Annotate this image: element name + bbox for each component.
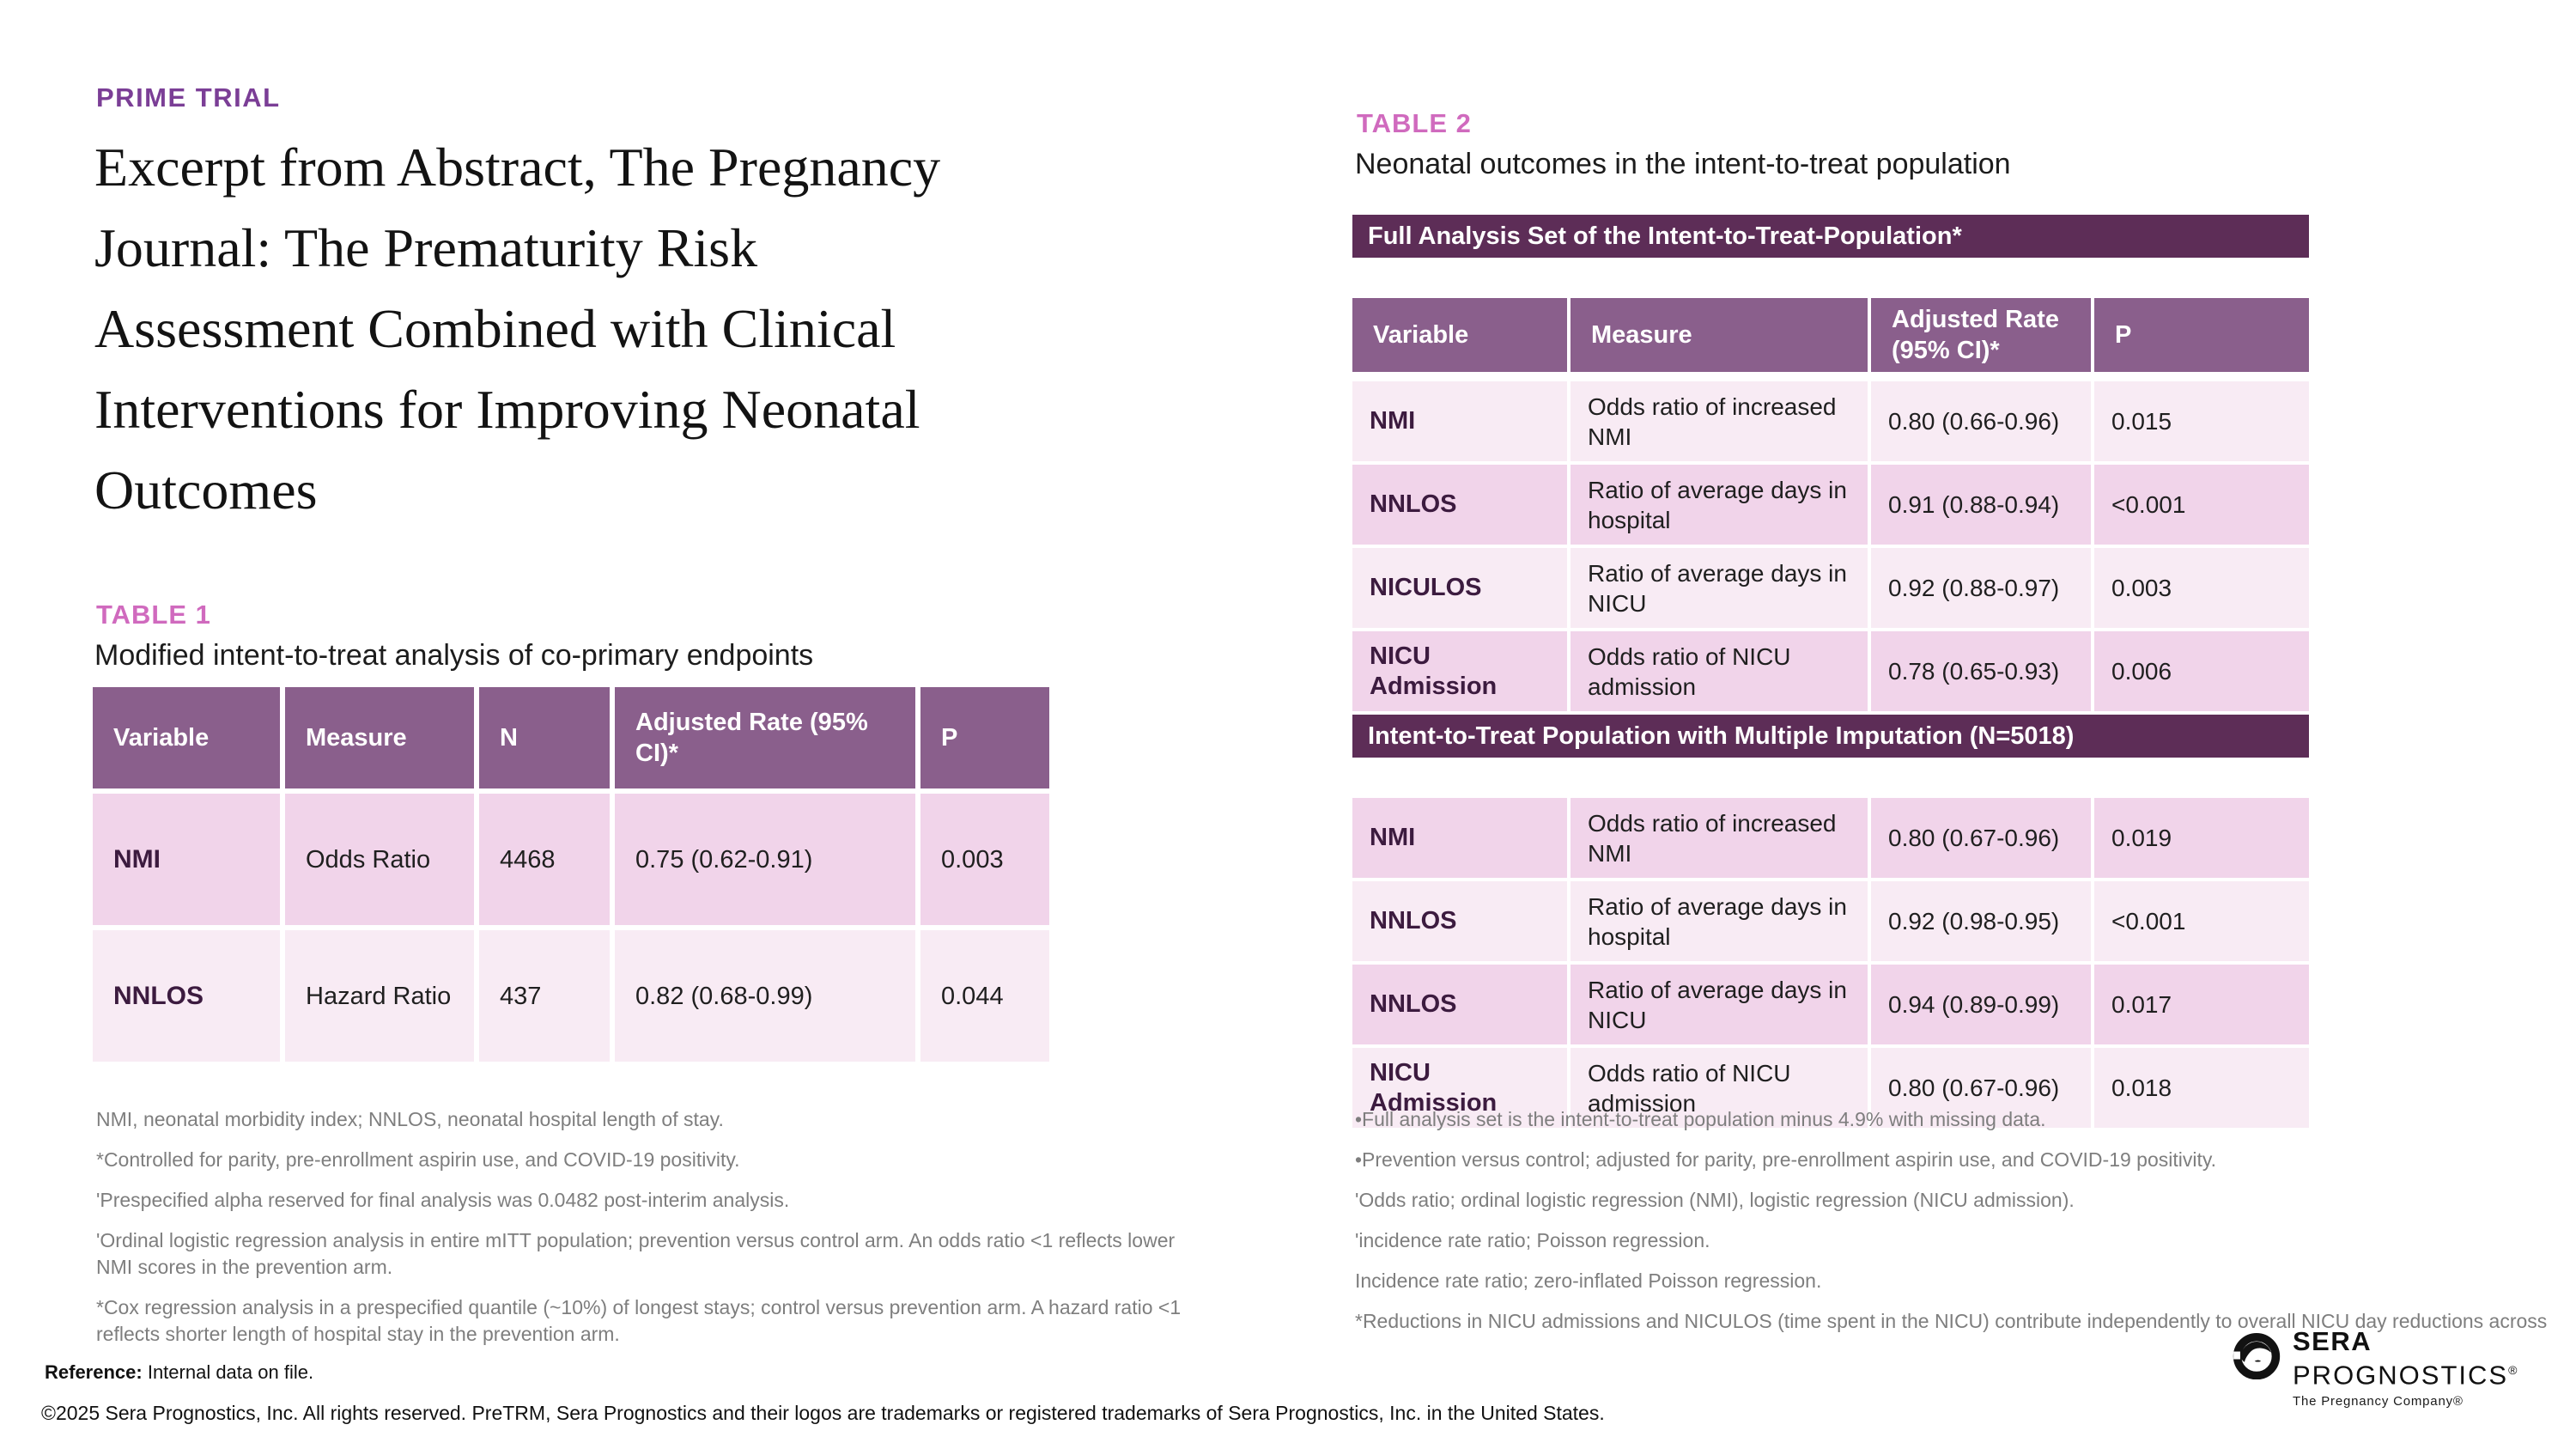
table1-column-header: P	[920, 687, 1049, 788]
table2-cell-rate: 0.92 (0.88-0.97)	[1871, 548, 2091, 628]
table2-cell-variable: NICU Admission	[1352, 1048, 1567, 1128]
table1-cell-rate: 0.75 (0.62-0.91)	[615, 794, 915, 925]
registered-mark: ®	[2508, 1363, 2519, 1377]
table2-cell-rate: 0.91 (0.88-0.94)	[1871, 465, 2091, 545]
table1-cell-measure: Odds Ratio	[285, 794, 474, 925]
table1: Variable Measure N Adjusted Rate (95% CI)* P…	[93, 687, 1049, 1062]
footnote: *Controlled for parity, pre-enrollment a…	[96, 1148, 740, 1171]
table1-cell-p: 0.044	[920, 930, 1049, 1062]
table1-cell-variable: NMI	[93, 794, 280, 925]
table1-column-header: Adjusted Rate (95% CI)*	[615, 687, 915, 788]
copyright-line: ©2025 Sera Prognostics, Inc. All rights …	[41, 1402, 1605, 1424]
reference-line: Reference: Internal data on file.	[45, 1361, 313, 1384]
footnote: 'Prespecified alpha reserved for final a…	[96, 1189, 790, 1211]
logo-text: SERA PROGNOSTICS® The Pregnancy Company®	[2293, 1328, 2518, 1409]
table1-label: TABLE 1	[96, 600, 211, 630]
footnote: *Reductions in NICU admissions and NICUL…	[1355, 1310, 2548, 1332]
table1-subtitle: Modified intent-to-treat analysis of co-…	[94, 639, 814, 672]
table2-cell-measure: Ratio of average days in hospital	[1571, 465, 1868, 545]
page-title-line: Outcomes	[94, 460, 318, 521]
footnote: •Full analysis set is the intent-to-trea…	[1355, 1108, 2046, 1130]
table1-cell-p: 0.003	[920, 794, 1049, 925]
table2-cell-p: 0.018	[2094, 1048, 2309, 1128]
footnote: •Prevention versus control; adjusted for…	[1355, 1148, 2217, 1171]
footnote: 'Odds ratio; ordinal logistic regression…	[1355, 1189, 2075, 1211]
table2-cell-variable: NMI	[1352, 381, 1567, 461]
page-title-line: Interventions for Improving Neonatal	[94, 379, 920, 440]
table2-cell-rate: 0.92 (0.98-0.95)	[1871, 881, 2091, 961]
table1-cell-measure: Hazard Ratio	[285, 930, 474, 1062]
footnote: 'Ordinal logistic regression analysis in…	[96, 1229, 1176, 1278]
footnote: 'incidence rate ratio; Poisson regressio…	[1355, 1229, 1710, 1251]
page-title-line: Excerpt from Abstract, The Pregnancy	[94, 137, 941, 198]
table2-cell-measure: Odds ratio of NICU admission	[1571, 631, 1868, 711]
table2-cell-rate: 0.80 (0.67-0.96)	[1871, 1048, 2091, 1128]
table2-cell-p: 0.006	[2094, 631, 2309, 711]
reference-text: Internal data on file.	[142, 1361, 314, 1383]
table2-cell-p: 0.003	[2094, 548, 2309, 628]
table1-footnotes: NMI, neonatal morbidity index; NNLOS, ne…	[96, 1106, 1204, 1361]
logo-tagline: The Pregnancy Company®	[2293, 1394, 2464, 1409]
table2-cell-p: <0.001	[2094, 465, 2309, 545]
table2-cell-variable: NMI	[1352, 798, 1567, 878]
table2-cell-measure: Ratio of average days in NICU	[1571, 965, 1868, 1044]
table2-cell-rate: 0.80 (0.67-0.96)	[1871, 798, 2091, 878]
table1-cell-n: 437	[479, 930, 610, 1062]
table2-cell-p: 0.015	[2094, 381, 2309, 461]
table2-cell-measure: Ratio of average days in hospital	[1571, 881, 1868, 961]
table1-cell-rate: 0.82 (0.68-0.99)	[615, 930, 915, 1062]
table1-cell-n: 4468	[479, 794, 610, 925]
table1-column-header: Variable	[93, 687, 280, 788]
logo-name-top: SERA	[2293, 1326, 2372, 1356]
table2-cell-variable: NICULOS	[1352, 548, 1567, 628]
sera-logo-icon	[2233, 1332, 2281, 1379]
table2-cell-measure: Odds ratio of increased NMI	[1571, 798, 1868, 878]
table2-section-band: Full Analysis Set of the Intent-to-Treat…	[1352, 215, 2309, 258]
logo-name-bottom: PROGNOSTICS®	[2293, 1360, 2519, 1391]
table2-cell-rate: 0.94 (0.89-0.99)	[1871, 965, 2091, 1044]
footnote: NMI, neonatal morbidity index; NNLOS, ne…	[96, 1108, 724, 1130]
page-title-line: Journal: The Prematurity Risk	[94, 217, 758, 278]
table2-column-header: Variable	[1352, 298, 1567, 372]
table2-cell-measure: Odds ratio of increased NMI	[1571, 381, 1868, 461]
table2-cell-measure: Ratio of average days in NICU	[1571, 548, 1868, 628]
footnote: Incidence rate ratio; zero-inflated Pois…	[1355, 1269, 1822, 1292]
company-logo: SERA PROGNOSTICS® The Pregnancy Company®	[2233, 1328, 2518, 1409]
table2-cell-p: 0.017	[2094, 965, 2309, 1044]
table1-column-header: N	[479, 687, 610, 788]
table2-cell-variable: NNLOS	[1352, 965, 1567, 1044]
table2-subtitle: Neonatal outcomes in the intent-to-treat…	[1355, 148, 2011, 180]
table2-cell-rate: 0.78 (0.65-0.93)	[1871, 631, 2091, 711]
table2-cell-p: <0.001	[2094, 881, 2309, 961]
page-title: Excerpt from Abstract, The Pregnancy Jour…	[94, 127, 1297, 531]
table2-footnotes: •Full analysis set is the intent-to-trea…	[1355, 1106, 2557, 1349]
table2-cell-measure: Odds ratio of NICU admission	[1571, 1048, 1868, 1128]
table2: Full Analysis Set of the Intent-to-Treat…	[1352, 215, 2309, 1128]
trial-eyebrow: PRIME TRIAL	[96, 82, 281, 113]
table2-column-header: P	[2094, 298, 2309, 372]
table2-cell-rate: 0.80 (0.66-0.96)	[1871, 381, 2091, 461]
footnote: *Cox regression analysis in a prespecifi…	[96, 1296, 1182, 1345]
table2-label: TABLE 2	[1357, 108, 1472, 138]
table2-cell-variable: NNLOS	[1352, 465, 1567, 545]
table2-section-band: Intent-to-Treat Population with Multiple…	[1352, 715, 2309, 758]
table1-column-header: Measure	[285, 687, 474, 788]
table2-cell-p: 0.019	[2094, 798, 2309, 878]
table2-cell-variable: NNLOS	[1352, 881, 1567, 961]
table2-column-header: Adjusted Rate (95% CI)*	[1871, 298, 2091, 372]
page-title-line: Assessment Combined with Clinical	[94, 298, 896, 359]
table1-cell-variable: NNLOS	[93, 930, 280, 1062]
reference-label: Reference:	[45, 1361, 143, 1383]
table2-cell-variable: NICU Admission	[1352, 631, 1567, 711]
table2-column-header: Measure	[1571, 298, 1868, 372]
